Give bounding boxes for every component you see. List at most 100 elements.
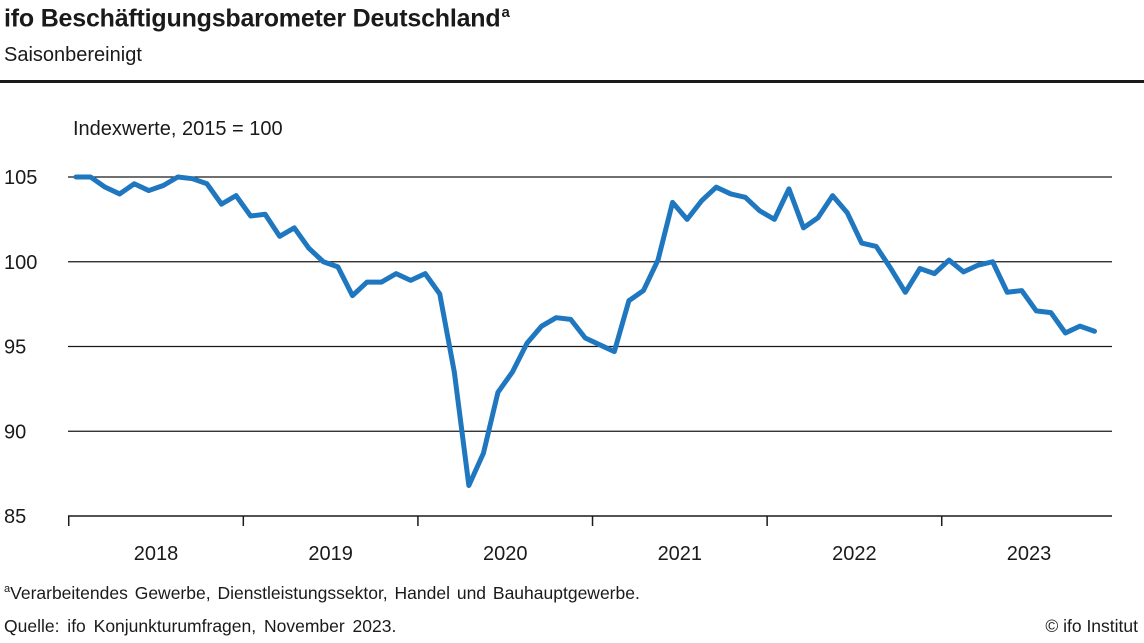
data-point-2022-02 (786, 186, 791, 191)
data-point-2022-08 (874, 244, 879, 249)
footnote: aVerarbeitendes Gewerbe, Dienstleistungs… (4, 583, 640, 604)
x-tick-label-2018: 2018 (134, 543, 179, 565)
data-point-2020-09 (539, 324, 544, 329)
x-tick-label-2022: 2022 (832, 543, 877, 565)
data-point-2022-05 (830, 193, 835, 198)
data-point-2020-07 (510, 369, 515, 374)
x-tick-label-2020: 2020 (483, 543, 528, 565)
x-axis-ticks (67, 516, 943, 526)
data-point-2022-11 (917, 266, 922, 271)
data-point-2018-05 (132, 181, 137, 186)
data-point-2021-10 (728, 191, 733, 196)
y-tick-label-105: 105 (4, 167, 37, 189)
data-point-2019-02 (263, 212, 268, 217)
y-tick-label-100: 100 (4, 252, 37, 274)
data-point-2021-04 (641, 288, 646, 293)
data-point-2020-03 (452, 369, 457, 374)
data-point-2023-10 (1077, 324, 1082, 329)
data-point-2023-04 (990, 259, 995, 264)
series-points (74, 175, 1098, 488)
data-point-2023-01 (947, 258, 952, 263)
data-point-2019-04 (292, 225, 297, 230)
data-point-2021-09 (714, 185, 719, 190)
data-point-2022-07 (859, 241, 864, 246)
data-point-2018-06 (146, 188, 151, 193)
data-point-2021-12 (757, 208, 762, 213)
data-point-2019-10 (379, 280, 384, 285)
source-note: Quelle: ifo Konjunkturumfragen, November… (4, 616, 397, 636)
data-point-2022-06 (845, 210, 850, 215)
data-point-2018-07 (161, 183, 166, 188)
data-point-2019-07 (335, 264, 340, 269)
data-point-2021-11 (743, 195, 748, 200)
y-tick-label-95: 95 (4, 337, 26, 359)
y-axis-ticks: 85 90 95 100 105 (4, 167, 37, 528)
data-point-2022-10 (903, 290, 908, 295)
data-point-2022-01 (772, 217, 777, 222)
data-point-2020-06 (495, 390, 500, 395)
data-point-2021-06 (670, 200, 675, 205)
data-point-2020-05 (481, 451, 486, 456)
data-point-2018-02 (88, 175, 93, 180)
data-point-2021-02 (612, 349, 617, 354)
data-point-2020-10 (554, 315, 559, 320)
data-point-2021-07 (685, 217, 690, 222)
data-point-2020-12 (583, 336, 588, 341)
data-point-2018-08 (175, 175, 180, 180)
data-point-2021-01 (597, 342, 602, 347)
data-point-2022-03 (801, 225, 806, 230)
data-point-2023-03 (976, 263, 981, 268)
data-point-2023-06 (1019, 288, 1024, 293)
data-point-2019-01 (248, 213, 253, 218)
copyright-note: © ifo Institut (1045, 616, 1138, 636)
chart-title-text: ifo Beschäftigungsbarometer Deutschland (4, 4, 501, 33)
data-point-2019-08 (350, 293, 355, 298)
data-point-2018-04 (117, 191, 122, 196)
data-point-2018-09 (190, 176, 195, 181)
data-point-2021-08 (699, 198, 704, 203)
x-tick-label-2023: 2023 (1007, 543, 1052, 565)
data-point-2023-05 (1005, 290, 1010, 295)
data-point-2022-04 (816, 215, 821, 220)
data-point-2023-07 (1034, 308, 1039, 313)
data-point-2021-03 (626, 298, 631, 303)
data-point-2019-05 (306, 246, 311, 251)
data-point-2019-11 (394, 271, 399, 276)
series-line-employment-barometer (73, 174, 1097, 488)
data-point-2018-10 (204, 181, 209, 186)
data-point-2018-11 (219, 202, 224, 207)
data-point-2019-12 (408, 278, 413, 283)
y-axis-title: Indexwerte, 2015 = 100 (73, 118, 283, 140)
data-point-2020-08 (525, 341, 530, 346)
data-point-2019-03 (277, 234, 282, 239)
data-point-2020-11 (568, 317, 573, 322)
data-point-2020-01 (423, 271, 428, 276)
data-point-2019-06 (321, 259, 326, 264)
data-point-2023-02 (961, 269, 966, 274)
data-point-2020-02 (437, 291, 442, 296)
chart-subtitle: Saisonbereinigt (4, 44, 142, 66)
title-footnote-marker: a (501, 4, 510, 21)
data-point-2018-01 (74, 175, 79, 180)
data-point-2021-05 (656, 258, 661, 263)
gridlines (68, 176, 1112, 432)
data-point-2020-04 (466, 483, 471, 488)
data-point-2023-11 (1092, 329, 1097, 334)
data-point-2023-08 (1048, 310, 1053, 315)
footnote-text: Verarbeitendes Gewerbe, Dienstleistungss… (10, 583, 640, 603)
chart-title: ifo Beschäftigungsbarometer Deutschlanda (4, 4, 510, 33)
data-point-2018-03 (103, 185, 108, 190)
data-point-2022-09 (888, 266, 893, 271)
x-axis-labels: 2018 2019 2020 2021 2022 2023 (134, 543, 1052, 565)
x-tick-label-2019: 2019 (308, 543, 353, 565)
y-tick-label-85: 85 (4, 506, 26, 528)
footnote-marker: a (4, 583, 11, 596)
header-divider (0, 80, 1144, 83)
data-point-2018-12 (234, 193, 239, 198)
x-tick-label-2021: 2021 (658, 543, 703, 565)
data-point-2019-09 (365, 280, 370, 285)
y-tick-label-90: 90 (4, 421, 26, 443)
data-point-2023-09 (1063, 330, 1068, 335)
data-point-2022-12 (932, 271, 937, 276)
